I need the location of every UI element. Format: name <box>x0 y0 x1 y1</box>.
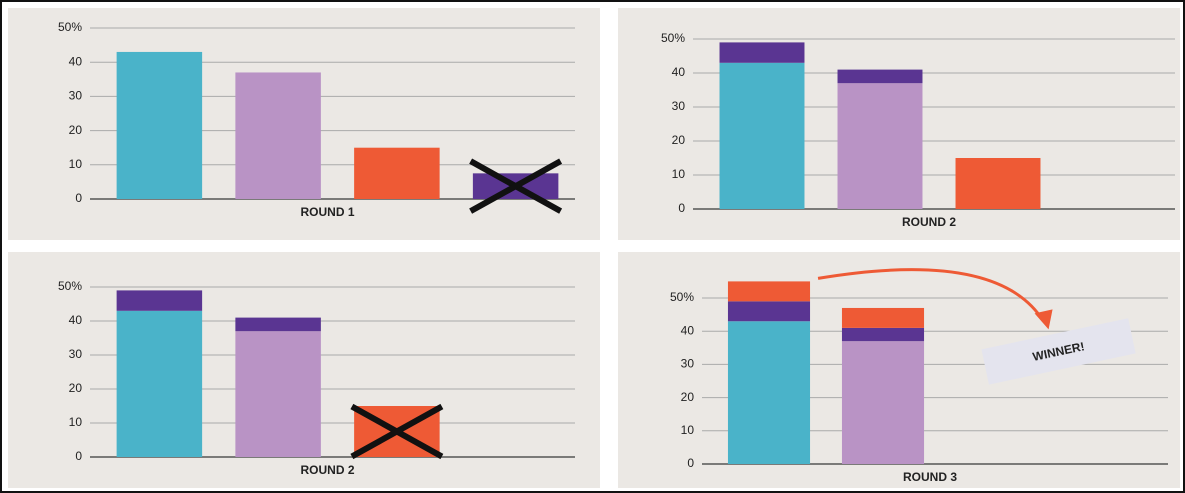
y-tick-label: 40 <box>681 323 695 337</box>
x-axis-label: ROUND 2 <box>902 215 956 229</box>
x-axis-label: ROUND 2 <box>300 463 354 477</box>
bar <box>116 51 203 199</box>
y-tick-label: 50% <box>58 20 82 34</box>
x-axis-label: ROUND 3 <box>903 470 957 484</box>
x-axis-label: ROUND 1 <box>300 205 354 219</box>
y-tick-label: 50% <box>661 31 685 45</box>
winner-arrow <box>817 268 1045 323</box>
y-tick-label: 10 <box>69 415 83 429</box>
y-tick-label: 20 <box>69 123 83 137</box>
y-tick-label: 0 <box>75 449 82 463</box>
bar <box>837 69 923 84</box>
y-tick-label: 10 <box>681 423 695 437</box>
winner-badge: WINNER! <box>981 318 1136 385</box>
winner-box <box>981 318 1136 385</box>
bar <box>727 281 811 302</box>
bar <box>235 72 321 199</box>
y-tick-label: 50% <box>670 290 694 304</box>
y-tick-label: 40 <box>69 313 83 327</box>
bar <box>841 327 925 342</box>
winner-arrowhead <box>1034 309 1053 330</box>
y-tick-label: 30 <box>69 89 83 103</box>
eliminated-cross <box>350 403 444 460</box>
y-tick-label: 30 <box>69 347 83 361</box>
y-tick-label: 40 <box>69 54 83 68</box>
y-tick-label: 30 <box>681 357 695 371</box>
y-tick-label: 0 <box>75 191 82 205</box>
y-tick-label: 40 <box>672 65 686 79</box>
y-tick-label: 20 <box>672 133 686 147</box>
bar <box>841 341 925 464</box>
bar <box>719 62 805 209</box>
bar <box>955 158 1041 209</box>
y-tick-label: 20 <box>681 390 695 404</box>
y-tick-label: 50% <box>58 279 82 293</box>
bar <box>116 290 203 311</box>
y-tick-label: 10 <box>672 167 686 181</box>
bar <box>116 310 203 457</box>
bar <box>727 321 811 464</box>
y-tick-label: 0 <box>687 456 694 470</box>
y-tick-label: 10 <box>69 157 83 171</box>
y-tick-label: 0 <box>678 201 685 215</box>
bar <box>837 83 923 209</box>
bar <box>235 331 321 457</box>
bar <box>354 147 440 199</box>
bar <box>719 42 805 63</box>
bar <box>727 301 811 322</box>
eliminated-cross <box>469 158 563 214</box>
bar <box>235 317 321 332</box>
bar <box>841 307 925 328</box>
y-tick-label: 30 <box>672 99 686 113</box>
y-tick-label: 20 <box>69 381 83 395</box>
